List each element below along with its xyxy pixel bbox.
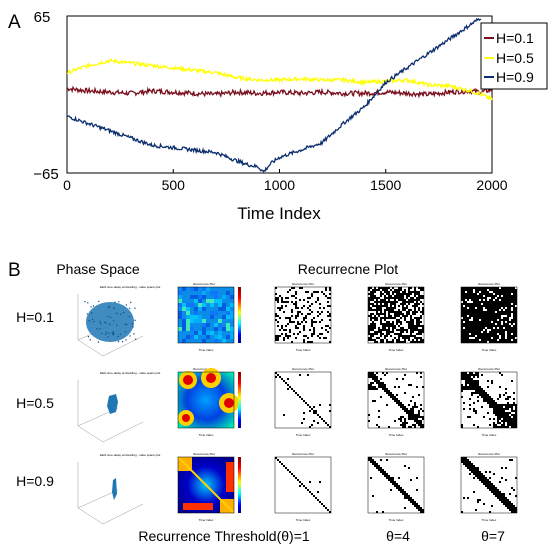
recurrence-plot-title: Recurrence Plot bbox=[478, 452, 500, 456]
x-axis-label: Time Index bbox=[199, 518, 214, 522]
row-label-h01: H=0.1 bbox=[16, 309, 54, 325]
x-axis-label: Time Index bbox=[199, 348, 214, 352]
recurrence-plot-color-h01: Recurrence Plot Time Index bbox=[177, 282, 241, 352]
recurrence-plot-color-h05: Recurrence Plot Time Index bbox=[177, 367, 241, 437]
legend-label-h01: H=0.1 bbox=[496, 30, 534, 46]
binary-recurrence-plot: Recurrence Plot Time Index bbox=[274, 452, 332, 522]
x-axis-label: Time Index bbox=[389, 348, 404, 352]
x-tick-label: 500 bbox=[162, 177, 186, 193]
recurrence-plot-title: Recurrence Plot bbox=[193, 452, 215, 456]
phase-space-title: EEG time-delay embedding - state space p… bbox=[100, 453, 161, 457]
recurrence-plot-title: Recurrence Plot bbox=[193, 282, 215, 286]
binary-recurrence-plot: Recurrence Plot Time Index bbox=[274, 367, 332, 437]
binary-recurrence-plot: Recurrence Plot Time Index bbox=[367, 452, 425, 522]
x-tick-label: 0 bbox=[63, 177, 71, 193]
panel-a-label: A bbox=[8, 12, 21, 33]
recurrence-plot-title: Recurrence Plot bbox=[478, 367, 500, 371]
x-tick-label: 1500 bbox=[370, 177, 401, 193]
phase-space-title: EEG time-delay embedding - state space p… bbox=[100, 285, 161, 289]
x-axis-label: Time Index bbox=[296, 433, 311, 437]
panel-b-label: B bbox=[8, 260, 21, 281]
legend: H=0.1 H=0.5 H=0.9 bbox=[480, 22, 548, 90]
x-axis-label: Time Index bbox=[389, 518, 404, 522]
recurrence-plot-color-h09: Recurrence Plot Time Index bbox=[177, 452, 241, 522]
series-line-h05 bbox=[66, 58, 493, 101]
row-label-h05: H=0.5 bbox=[16, 395, 54, 411]
binary-recurrence-plot: Recurrence Plot Time Index bbox=[460, 367, 518, 437]
recurrence-plot-title: Recurrence Plot bbox=[292, 282, 314, 286]
phase-space-plot-h05: EEG time-delay embedding - state space p… bbox=[77, 371, 161, 443]
x-axis-label: Time Index bbox=[199, 433, 214, 437]
threshold-label-7: θ=7 bbox=[481, 528, 505, 544]
recurrence-plot-title: Recurrence Plot bbox=[292, 452, 314, 456]
phase-space-axes bbox=[77, 462, 144, 525]
x-tick-label: 1000 bbox=[264, 177, 295, 193]
phase-space-cloud bbox=[112, 478, 117, 500]
x-axis-label: Time Index bbox=[482, 518, 497, 522]
recurrence-plot-title: Recurrence Plot bbox=[193, 367, 215, 371]
legend-label-h09: H=0.9 bbox=[496, 69, 534, 85]
recurrence-plot-title: Recurrence Plot bbox=[478, 282, 500, 286]
phase-space-heading: Phase Space bbox=[56, 261, 139, 277]
row-label-h09: H=0.9 bbox=[16, 473, 54, 489]
x-axis-label: Time Index bbox=[389, 433, 404, 437]
phase-space-cloud bbox=[86, 302, 134, 342]
series-line-h01 bbox=[66, 85, 493, 99]
threshold-label-1: Recurrence Threshold(θ)=1 bbox=[138, 528, 310, 544]
x-axis-label: Time Index bbox=[237, 204, 321, 223]
recurrence-plot-heading: Recurrecne Plot bbox=[298, 261, 398, 277]
x-axis-label: Time Index bbox=[482, 433, 497, 437]
binary-recurrence-plot: Recurrence Plot Time Index bbox=[460, 282, 518, 352]
recurrence-plot-title: Recurrence Plot bbox=[292, 367, 314, 371]
binary-recurrence-plot: Recurrence Plot Time Index bbox=[367, 282, 425, 352]
recurrence-plot-title: Recurrence Plot bbox=[385, 282, 407, 286]
colorbar bbox=[238, 372, 241, 428]
binary-recurrence-plot: Recurrence Plot Time Index bbox=[460, 452, 518, 522]
binary-recurrence-plot: Recurrence Plot Time Index bbox=[274, 282, 332, 352]
phase-space-cloud bbox=[107, 394, 118, 414]
threshold-label-4: θ=4 bbox=[386, 528, 410, 544]
x-axis-label: Time Index bbox=[296, 518, 311, 522]
y-tick-label-bottom: −65 bbox=[33, 166, 58, 183]
x-axis: 0 500 1000 1500 2000 bbox=[63, 169, 508, 193]
colorbar bbox=[238, 287, 241, 343]
line-chart: 0 500 1000 1500 2000 65 −65 Time Index H=0.1… bbox=[33, 9, 548, 223]
recurrence-plot-title: Recurrence Plot bbox=[385, 367, 407, 371]
series-group bbox=[66, 17, 493, 173]
binary-recurrence-plot: Recurrence Plot Time Index bbox=[367, 367, 425, 437]
phase-space-plot-h09: EEG time-delay embedding - state space p… bbox=[77, 453, 161, 525]
x-axis-label: Time Index bbox=[482, 348, 497, 352]
legend-label-h05: H=0.5 bbox=[496, 50, 534, 66]
x-tick-label: 2000 bbox=[476, 177, 507, 193]
recurrence-plot-title: Recurrence Plot bbox=[385, 452, 407, 456]
phase-space-plot-h01: EEG time-delay embedding - state space p… bbox=[77, 285, 161, 357]
series-line-h09 bbox=[66, 17, 482, 173]
phase-space-title: EEG time-delay embedding - state space p… bbox=[100, 371, 161, 375]
colorbar bbox=[238, 457, 241, 513]
x-axis-label: Time Index bbox=[296, 348, 311, 352]
y-tick-label-top: 65 bbox=[34, 9, 51, 26]
